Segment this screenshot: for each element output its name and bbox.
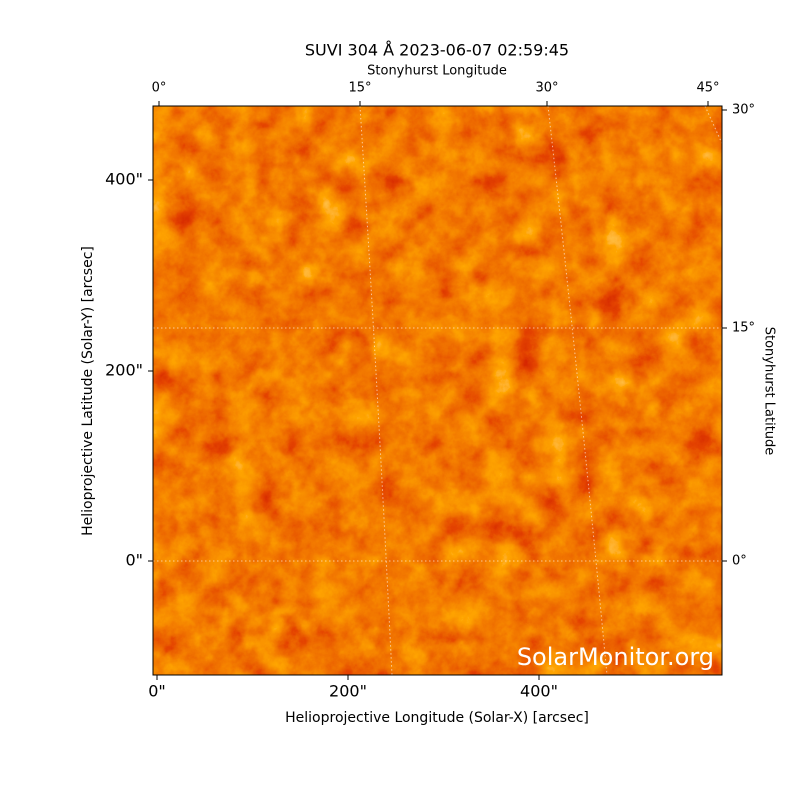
x-axis-label: Helioprojective Longitude (Solar-X) [arc… bbox=[285, 710, 589, 726]
solar-image bbox=[153, 106, 722, 675]
x-tick-label: 200" bbox=[329, 682, 367, 701]
y-tick-label: 400" bbox=[105, 170, 143, 189]
y-tick-label: 0" bbox=[125, 551, 143, 570]
top-tick-label: 15° bbox=[348, 81, 371, 96]
right-tick-label: 15° bbox=[732, 321, 755, 336]
plot-frame bbox=[152, 105, 723, 676]
right-tick-label: 30° bbox=[732, 103, 755, 118]
top-axis-label: Stonyhurst Longitude bbox=[367, 64, 507, 79]
top-tick-label: 45° bbox=[696, 81, 719, 96]
longitude-grid bbox=[547, 106, 608, 675]
right-axis-label: Stonyhurst Latitude bbox=[762, 327, 777, 456]
y-axis-label: Helioprojective Latitude (Solar-Y) [arcs… bbox=[80, 246, 96, 536]
longitude-grid bbox=[359, 106, 393, 675]
right-tick-label: 0° bbox=[732, 554, 747, 569]
watermark: SolarMonitor.org bbox=[517, 643, 714, 671]
top-tick-label: 30° bbox=[535, 81, 558, 96]
title: SUVI 304 Å 2023-06-07 02:59:45 bbox=[305, 41, 569, 60]
x-tick-label: 0" bbox=[148, 682, 166, 701]
top-tick-label: 0° bbox=[152, 81, 167, 96]
x-tick-label: 400" bbox=[520, 682, 558, 701]
y-tick-label: 200" bbox=[105, 361, 143, 380]
